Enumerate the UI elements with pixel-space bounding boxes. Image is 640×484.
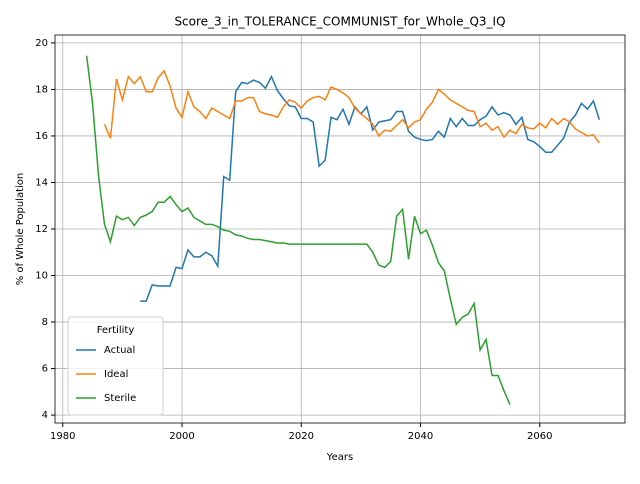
- y-tick-label: 10: [35, 271, 48, 282]
- x-axis-label: Years: [326, 452, 353, 463]
- x-tick-label: 2060: [527, 431, 552, 442]
- y-tick-label: 12: [35, 224, 48, 235]
- y-tick-label: 18: [35, 84, 48, 95]
- chart-title: Score_3_in_TOLERANCE_COMMUNIST_for_Whole…: [174, 15, 505, 29]
- legend-label: Actual: [104, 345, 135, 356]
- x-tick-label: 2020: [289, 431, 314, 442]
- plot-frame: [54, 34, 626, 424]
- y-tick-label: 14: [35, 177, 48, 188]
- legend-title: Fertility: [97, 325, 135, 336]
- line-series: [103, 69, 600, 144]
- x-tick-label: 2040: [408, 431, 433, 442]
- y-tick-label: 8: [42, 317, 48, 328]
- line-series: [85, 55, 511, 405]
- x-tick-label: 1980: [50, 431, 75, 442]
- y-tick-label: 16: [35, 131, 48, 142]
- y-axis-label: % of Whole Population: [15, 173, 26, 286]
- y-tick-label: 20: [35, 38, 48, 49]
- legend-box: [67, 316, 164, 416]
- legend: Fertility Actual Ideal Sterile: [67, 316, 164, 416]
- legend-label: Sterile: [104, 393, 136, 404]
- y-tick-label: 4: [42, 410, 48, 421]
- legend-label: Ideal: [104, 369, 128, 380]
- y-tick-label: 6: [42, 364, 48, 375]
- line-series: [140, 74, 601, 302]
- x-tick-label: 2000: [169, 431, 194, 442]
